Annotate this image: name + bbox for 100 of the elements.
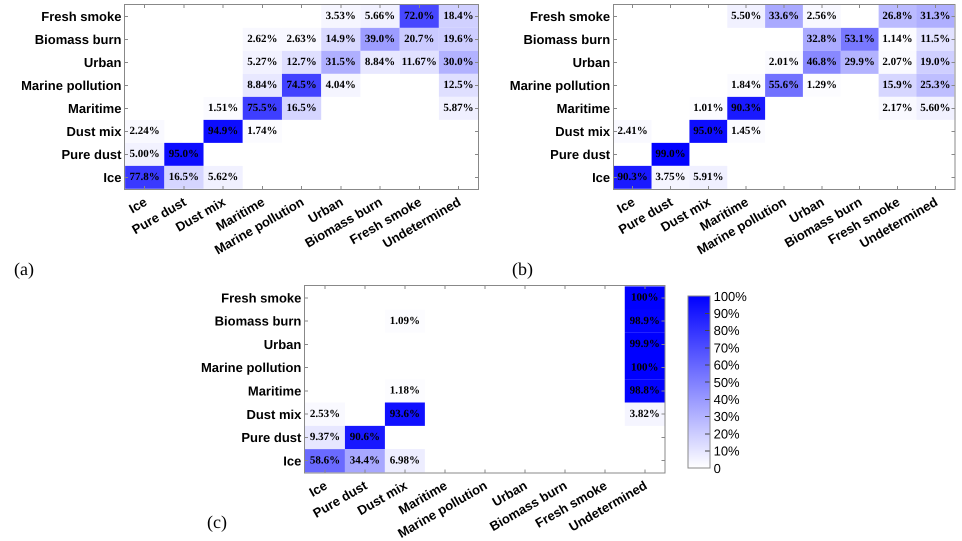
data-label: 9.37%	[310, 431, 340, 444]
data-label: 1.01%	[693, 102, 724, 114]
data-label: 29.9%	[844, 56, 875, 68]
y-tick-label: Marine pollution	[21, 78, 122, 93]
color-bar-label: 90%	[714, 306, 740, 321]
y-tick-label: Fresh smoke	[41, 8, 122, 24]
y-tick-label: Maritime	[556, 100, 610, 116]
data-label: 2.53%	[310, 408, 340, 420]
data-label: 18.4%	[443, 10, 474, 22]
data-label: 39.0%	[364, 33, 396, 46]
data-label: 72.0%	[404, 10, 434, 22]
data-label: 1.45%	[731, 125, 762, 138]
data-label: 2.41%	[618, 125, 648, 138]
data-label: 1.09%	[390, 314, 420, 327]
data-label: 16.5%	[168, 171, 200, 184]
data-label: 2.07%	[882, 56, 913, 68]
data-label: 55.6%	[768, 79, 800, 92]
data-label: 77.8%	[130, 171, 160, 184]
data-label: 6.98%	[390, 454, 420, 466]
data-label: 1.74%	[247, 125, 278, 138]
data-label: 2.17%	[882, 102, 913, 114]
y-tick-label: Ice	[103, 170, 122, 185]
data-label: 32.8%	[806, 33, 837, 46]
color-bar-label: 40%	[714, 392, 740, 407]
y-tick-label: Urban	[572, 54, 610, 70]
y-tick-label: Biomass burn	[523, 32, 610, 47]
data-label: 53.1%	[844, 33, 875, 46]
data-label: 99.9%	[630, 338, 660, 350]
data-label: 15.9%	[882, 79, 913, 92]
y-tick-label: Pure dust	[550, 146, 611, 162]
data-label: 100%	[631, 361, 659, 374]
data-label: 2.24%	[130, 125, 160, 138]
data-label: 93.6%	[390, 408, 420, 420]
y-tick-label: Marine pollution	[510, 78, 610, 93]
data-label: 90.3%	[618, 171, 648, 184]
data-label: 2.63%	[286, 33, 317, 46]
data-label: 19.0%	[920, 56, 951, 68]
data-label: 5.50%	[731, 10, 762, 22]
y-tick-label: Maritime	[248, 383, 302, 398]
data-label: 1.29%	[806, 79, 837, 92]
data-label: 5.60%	[920, 102, 951, 114]
data-label: 11.5%	[920, 33, 950, 46]
data-label: 30.0%	[443, 56, 474, 68]
data-label: 3.82%	[630, 408, 660, 420]
data-label: 20.7%	[404, 33, 434, 46]
data-label: 34.4%	[350, 454, 380, 466]
data-label: 5.62%	[208, 171, 238, 184]
y-tick-label: Ice	[283, 453, 302, 468]
text: (a)	[14, 259, 34, 279]
data-label: 25.3%	[920, 79, 951, 92]
data-label: 26.8%	[882, 10, 913, 22]
color-bar-label: 30%	[714, 409, 740, 424]
color-bar-label: 50%	[714, 374, 740, 390]
data-label: 90.6%	[350, 431, 380, 444]
data-label: 98.8%	[630, 384, 660, 397]
y-tick-label: Maritime	[68, 100, 122, 116]
data-label: 8.84%	[364, 56, 396, 68]
data-label: 8.84%	[247, 79, 278, 92]
data-label: 3.75%	[655, 171, 686, 184]
y-tick-label: Ice	[592, 170, 610, 185]
data-label: 90.3%	[731, 102, 762, 114]
data-label: 11.67%	[402, 56, 437, 68]
data-label: 75.5%	[247, 102, 278, 114]
data-label: 95.0%	[693, 125, 724, 138]
data-label: 3.53%	[326, 10, 356, 22]
data-label: 1.14%	[882, 33, 913, 46]
data-label: 46.8%	[806, 56, 837, 68]
text: (b)	[512, 259, 533, 279]
data-label: 14.9%	[326, 33, 356, 46]
data-label: 16.5%	[286, 102, 317, 114]
x-tick-label: Ice	[306, 478, 330, 500]
data-label: 94.9%	[208, 125, 238, 138]
data-label: 12.7%	[286, 56, 317, 68]
color-bar-label: 0	[714, 460, 721, 476]
y-tick-label: Pure dust	[241, 430, 302, 446]
x-tick-label: Ice	[126, 194, 150, 216]
y-tick-label: Marine pollution	[200, 360, 302, 376]
color-bar-label: 100%	[714, 288, 748, 304]
data-label: 4.04%	[326, 79, 356, 92]
data-label: 99.0%	[655, 148, 686, 160]
y-tick-label: Urban	[84, 54, 122, 70]
data-label: 2.62%	[247, 33, 278, 46]
text: (c)	[207, 512, 227, 532]
data-label: 98.9%	[630, 314, 660, 327]
y-tick-label: Fresh smoke	[530, 8, 610, 24]
data-label: 5.87%	[443, 102, 474, 114]
data-label: 2.01%	[768, 56, 800, 68]
data-label: 5.00%	[130, 148, 160, 160]
color-bar-label: 10%	[714, 444, 740, 459]
color-bar-label: 70%	[714, 340, 740, 356]
y-tick-label: Dust mix	[246, 406, 302, 422]
y-tick-label: Urban	[264, 336, 302, 352]
color-bar-label: 80%	[714, 323, 740, 338]
y-tick-label: Biomass burn	[214, 314, 302, 329]
data-label: 31.3%	[920, 10, 951, 22]
data-label: 58.6%	[310, 454, 340, 466]
y-tick-label: Fresh smoke	[221, 290, 302, 306]
y-tick-label: Dust mix	[555, 124, 611, 139]
y-tick-label: Pure dust	[61, 146, 122, 162]
y-tick-label: Dust mix	[66, 124, 122, 139]
